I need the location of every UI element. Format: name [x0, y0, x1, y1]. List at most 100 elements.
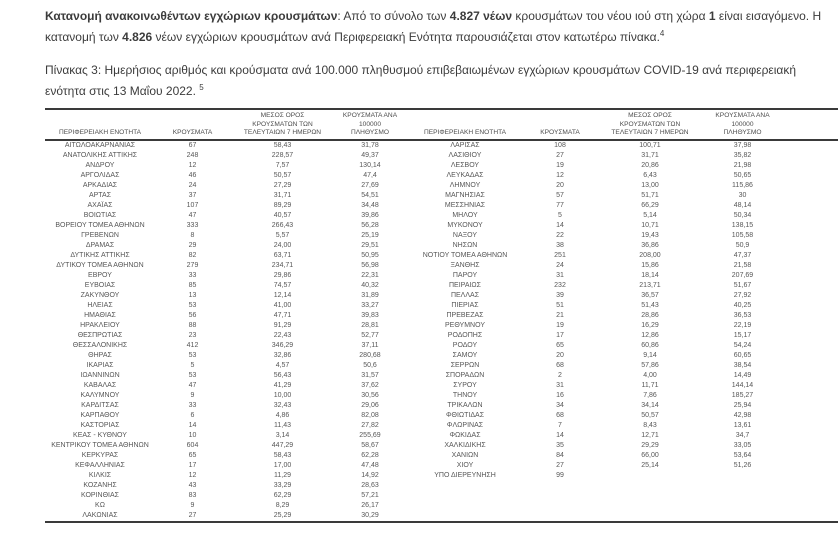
cases-cell: 108 — [554, 141, 566, 149]
avg7-cell: 36,86 — [641, 241, 659, 249]
per100k-cell: 30 — [738, 191, 747, 199]
header-per100k-right: ΚΡΟΥΣΜΑΤΑ ΑΝΑ 100000 ΠΛΗΘΥΣΜΟ — [705, 110, 780, 141]
cases-cell: 10 — [188, 431, 197, 439]
avg7-cell: 63,71 — [273, 251, 292, 259]
table-row: ΚΑΣΤΟΡΙΑΣ 14 11,43 27,82 ΦΛΩΡΙΝΑΣ 7 8,43 13,61 — [45, 421, 838, 431]
table-row: ΘΕΣΣΑΛΟΝΙΚΗΣ 412 346,29 37,11 ΡΟΔΟΥ 65 60,86 54… — [45, 341, 838, 351]
cases-cell: 53 — [188, 371, 197, 379]
avg7-cell: 33,29 — [273, 481, 292, 489]
avg7-cell — [595, 471, 705, 481]
spacer-cell — [780, 311, 838, 321]
region-cell: ΣΥΡΟΥ — [453, 381, 477, 389]
cases-cell: 33 — [188, 271, 197, 279]
region-cell: ΛΕΥΚΑΔΑΣ — [446, 171, 484, 179]
per100k-cell — [705, 481, 780, 491]
region-cell: ΛΑΣΙΘΙΟΥ — [448, 151, 482, 159]
table-row: ΓΡΕΒΕΝΩΝ 8 5,57 25,19 ΝΑΞΟΥ 22 19,43 105,58 — [45, 231, 838, 241]
cases-cell: 8 — [190, 231, 195, 239]
avg7-cell: 15,86 — [641, 261, 659, 269]
per100k-cell: 39,83 — [361, 311, 379, 319]
per100k-cell: 28,63 — [361, 481, 379, 489]
region-cell: ΛΑΚΩΝΙΑΣ — [82, 511, 118, 519]
avg7-cell: 346,29 — [271, 341, 294, 349]
avg7-cell — [595, 491, 705, 501]
cases-cell: 51 — [556, 301, 564, 309]
region-cell: ΠΑΡΟΥ — [452, 271, 478, 279]
table-row: ΑΧΑΪΑΣ 107 89,29 34,48 ΜΕΣΣΗΝΙΑΣ 77 66,29 48,14 — [45, 201, 838, 211]
avg7-cell: 213,71 — [639, 281, 661, 289]
cases-cell: 31 — [556, 381, 564, 389]
cases-cell: 6 — [190, 411, 195, 419]
avg7-cell: 13,00 — [641, 181, 659, 189]
cases-cell: 37 — [188, 191, 197, 199]
per100k-cell: 34,7 — [735, 431, 750, 439]
per100k-cell: 22,19 — [733, 321, 752, 329]
avg7-cell: 24,00 — [273, 241, 292, 249]
per100k-cell: 34,48 — [361, 201, 379, 209]
avg7-cell: 18,14 — [641, 271, 659, 279]
region-cell: ΧΑΛΚΙΔΙΚΗΣ — [444, 441, 486, 449]
spacer-cell — [780, 441, 838, 451]
region-cell: ΦΛΩΡΙΝΑΣ — [446, 421, 484, 429]
avg7-cell: 40,57 — [273, 211, 292, 219]
avg7-cell: 29,86 — [273, 271, 292, 279]
spacer-cell — [780, 140, 838, 151]
region-cell: ΤΡΙΚΑΛΩΝ — [447, 401, 483, 409]
header-spacer — [780, 110, 838, 141]
spacer-cell — [780, 231, 838, 241]
cases-cell: 17 — [556, 331, 564, 339]
cases-cell: 47 — [188, 381, 197, 389]
table-row: ΕΥΒΟΙΑΣ 85 74,57 40,32 ΠΕΙΡΑΙΩΣ 232 213,71 51,6… — [45, 281, 838, 291]
cases-per-region-table: ΠΕΡΙΦΕΡΕΙΑΚΗ ΕΝΟΤΗΤΑ ΚΡΟΥΣΜΑΤΑ ΜΕΣΟΣ ΟΡΟ… — [45, 108, 838, 523]
per100k-cell: 50,34 — [733, 211, 752, 219]
spacer-cell — [780, 161, 838, 171]
cases-cell — [525, 491, 595, 501]
region-cell: ΑΡΚΑΔΙΑΣ — [82, 181, 118, 189]
avg7-cell: 62,29 — [273, 491, 292, 499]
cases-cell: 57 — [556, 191, 564, 199]
region-cell: ΡΟΔΟΥ — [452, 341, 478, 349]
per100k-cell: 40,32 — [361, 281, 379, 289]
cases-cell: 14 — [188, 421, 197, 429]
per100k-cell: 54,24 — [733, 341, 752, 349]
table-row: ΛΑΚΩΝΙΑΣ 27 25,29 30,29 — [45, 511, 838, 521]
avg7-cell: 3,14 — [275, 431, 290, 439]
region-cell: ΕΥΒΟΙΑΣ — [84, 281, 116, 289]
region-cell: ΚΩ — [95, 501, 105, 509]
avg7-cell: 47,71 — [273, 311, 292, 319]
region-cell: ΚΕΝΤΡΙΚΟΥ ΤΟΜΕΑ ΑΘΗΝΩΝ — [51, 441, 149, 449]
avg7-cell: 11,71 — [641, 381, 659, 389]
per100k-cell: 51,26 — [733, 461, 752, 469]
region-cell: ΚΕΦΑΛΛΗΝΙΑΣ — [75, 461, 125, 469]
spacer-cell — [780, 281, 838, 291]
per100k-cell: 60,65 — [733, 351, 752, 359]
avg7-cell — [595, 501, 705, 511]
avg7-cell: 447,29 — [271, 441, 294, 449]
spacer-cell — [780, 391, 838, 401]
cases-cell: 27 — [556, 461, 564, 469]
avg7-cell: 5,14 — [643, 211, 657, 219]
cases-cell: 14 — [556, 221, 564, 229]
report-page: Κατανομή ανακοινωθέντων εγχώριων κρουσμά… — [45, 6, 838, 523]
region-cell: ΧΑΝΙΩΝ — [451, 451, 479, 459]
per100k-cell: 21,98 — [733, 161, 752, 169]
region-cell: ΣΠΟΡΑΔΩΝ — [445, 371, 485, 379]
spacer-cell — [780, 411, 838, 421]
region-cell: ΑΡΓΟΛΙΔΑΣ — [80, 171, 120, 179]
per100k-cell: 31,78 — [361, 141, 379, 149]
cases-cell: 19 — [556, 321, 564, 329]
table-row: ΗΛΕΙΑΣ 53 41,00 33,27 ΠΙΕΡΙΑΣ 51 51,43 40,25 — [45, 301, 838, 311]
avg7-cell — [595, 511, 705, 521]
avg7-cell: 4,57 — [275, 361, 290, 369]
table-row: ΕΒΡΟΥ 33 29,86 22,31 ΠΑΡΟΥ 31 18,14 207,69 — [45, 271, 838, 281]
avg7-cell: 10,71 — [641, 221, 659, 229]
cases-cell: 35 — [556, 441, 564, 449]
avg7-cell: 228,57 — [271, 151, 294, 159]
avg7-cell: 66,00 — [641, 451, 659, 459]
per100k-cell: 31,89 — [361, 291, 379, 299]
region-cell: ΞΑΝΘΗΣ — [450, 261, 480, 269]
text-line: Πίνακας 3: Ημερήσιος αριθμός και κρούσμα… — [45, 63, 797, 77]
cases-cell: 20 — [556, 181, 564, 189]
avg7-cell: 29,29 — [641, 441, 659, 449]
spacer-cell — [780, 351, 838, 361]
